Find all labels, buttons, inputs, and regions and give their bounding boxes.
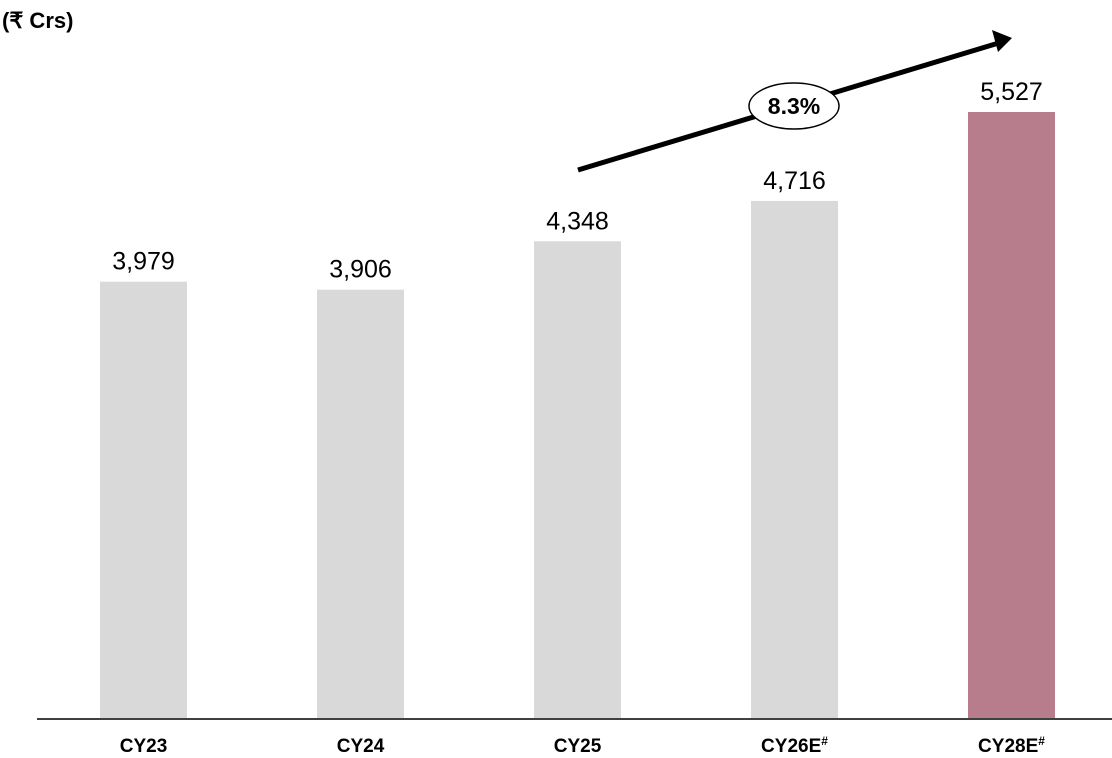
cagr-bubble xyxy=(748,82,840,130)
value-label-cy26e: 4,716 xyxy=(763,167,826,195)
value-label-cy25: 4,348 xyxy=(546,207,609,235)
unit-label: (₹ Crs) xyxy=(2,8,74,33)
category-label-cy26e: CY26E# xyxy=(761,734,828,757)
cagr-label: 8.3% xyxy=(768,93,820,119)
category-label-cy24: CY24 xyxy=(337,736,385,757)
value-label-cy24: 3,906 xyxy=(329,256,392,284)
cagr-arrowhead xyxy=(992,30,1012,52)
bar-cy28e xyxy=(968,112,1055,718)
cagr-annotation: 8.3% xyxy=(577,30,1012,173)
bar-cy26e xyxy=(751,200,838,719)
bar-cy25 xyxy=(534,241,621,718)
category-label-cy25: CY25 xyxy=(554,736,602,757)
value-label-cy23: 3,979 xyxy=(112,248,175,276)
bar-cy24 xyxy=(317,289,404,718)
category-footnote-marker: # xyxy=(821,734,828,748)
bar-cy23 xyxy=(100,281,187,718)
value-label-cy28e: 5,527 xyxy=(980,78,1043,106)
category-label-cy23: CY23 xyxy=(120,736,168,757)
category-label-cy28e: CY28E# xyxy=(978,734,1045,757)
category-footnote-marker: # xyxy=(1038,734,1045,748)
